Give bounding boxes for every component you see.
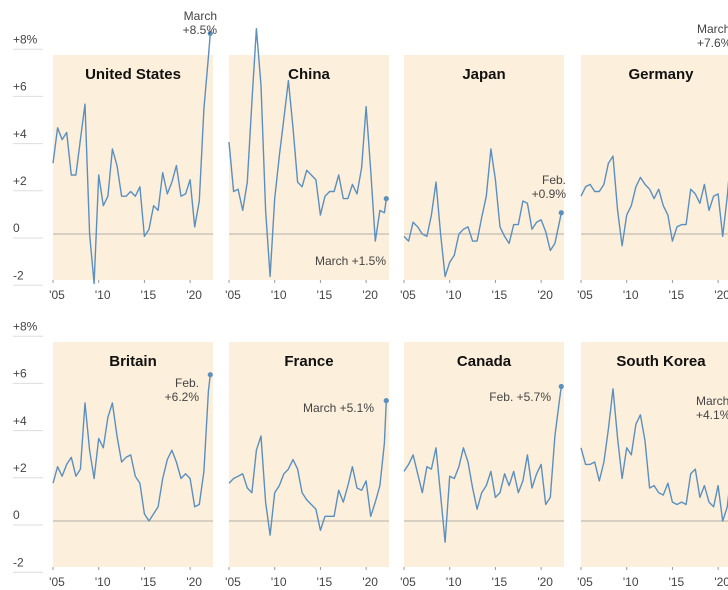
x-tick-label: '20 xyxy=(714,288,728,302)
x-tick-label: '15 xyxy=(492,575,508,589)
x-tick-label: '20 xyxy=(537,575,553,589)
y-tick-label: +8% xyxy=(13,319,38,333)
y-tick-label: 0 xyxy=(13,221,20,235)
annotation: Feb. +5.7% xyxy=(489,390,551,404)
x-tick-label: '15 xyxy=(317,575,333,589)
panel-title: Germany xyxy=(628,66,694,83)
x-tick-label: '10 xyxy=(623,575,639,589)
x-tick-label: '10 xyxy=(271,575,287,589)
annotation: March xyxy=(184,9,217,23)
last-point xyxy=(207,30,213,36)
panel-background xyxy=(581,342,728,567)
x-tick-label: '15 xyxy=(492,288,508,302)
y-tick-label: +4 xyxy=(13,414,27,428)
y-tick-label: 0 xyxy=(13,508,20,522)
panel-background xyxy=(229,342,389,567)
y-tick-label: +4 xyxy=(13,127,27,141)
x-tick-label: '20 xyxy=(362,288,378,302)
x-tick-label: '10 xyxy=(271,288,287,302)
annotation: Feb. xyxy=(175,376,199,390)
data-line xyxy=(403,386,562,543)
x-tick-label: '05 xyxy=(49,575,65,589)
x-tick-label: '15 xyxy=(141,575,157,589)
x-tick-label: '10 xyxy=(446,575,462,589)
panel-title: France xyxy=(284,353,333,370)
panel-title: Britain xyxy=(109,353,157,370)
x-tick-label: '10 xyxy=(623,288,639,302)
y-tick-label: +6 xyxy=(13,367,27,381)
y-tick-label: +2 xyxy=(13,174,27,188)
x-tick-label: '20 xyxy=(714,575,728,589)
x-tick-label: '20 xyxy=(186,288,202,302)
annotation: March +5.1% xyxy=(303,401,374,415)
panel-title: China xyxy=(288,66,330,83)
x-tick-label: '20 xyxy=(537,288,553,302)
x-tick-label: '15 xyxy=(317,288,333,302)
x-tick-label: '20 xyxy=(362,575,378,589)
x-tick-label: '10 xyxy=(446,288,462,302)
x-tick-label: '10 xyxy=(95,288,111,302)
panel-title: South Korea xyxy=(616,353,706,370)
data-line xyxy=(580,388,728,522)
x-tick-label: '05 xyxy=(400,288,416,302)
x-tick-label: '05 xyxy=(577,288,593,302)
data-line xyxy=(580,155,728,247)
data-line xyxy=(52,33,211,285)
x-tick-label: '15 xyxy=(669,575,685,589)
data-line xyxy=(228,28,387,278)
data-line xyxy=(52,374,211,522)
panel-background xyxy=(53,342,213,567)
x-tick-label: '05 xyxy=(400,575,416,589)
annotation: +7.6% xyxy=(697,36,728,50)
y-tick-label: +8% xyxy=(13,32,38,46)
panel-title: United States xyxy=(85,66,181,83)
y-tick-label: +6 xyxy=(13,80,27,94)
panel-background xyxy=(404,342,564,567)
annotation: March xyxy=(696,394,728,408)
annotation: +4.1% xyxy=(696,408,728,422)
x-tick-label: '05 xyxy=(49,288,65,302)
annotation: March +1.5% xyxy=(315,254,386,268)
annotation: +0.9% xyxy=(532,187,567,201)
x-tick-label: '10 xyxy=(95,575,111,589)
x-tick-label: '05 xyxy=(225,575,241,589)
panel-background xyxy=(229,55,389,280)
x-tick-label: '05 xyxy=(577,575,593,589)
last-point xyxy=(383,196,389,202)
panel-title: Japan xyxy=(462,66,505,83)
last-point xyxy=(383,398,389,404)
y-tick-label: -2 xyxy=(13,268,24,282)
annotation: March xyxy=(697,22,728,36)
x-tick-label: '15 xyxy=(669,288,685,302)
panel-background xyxy=(404,55,564,280)
last-point xyxy=(558,383,564,390)
panel-title: Canada xyxy=(457,353,512,370)
annotation: +6.2% xyxy=(165,390,200,404)
panel-background xyxy=(53,55,213,280)
annotation: +8.5% xyxy=(183,23,218,37)
x-tick-label: '20 xyxy=(186,575,202,589)
last-point xyxy=(207,372,213,378)
x-tick-label: '05 xyxy=(225,288,241,302)
data-line xyxy=(228,400,387,536)
data-line xyxy=(403,148,562,278)
last-point xyxy=(558,210,564,216)
y-tick-label: -2 xyxy=(13,555,24,569)
x-tick-label: '15 xyxy=(141,288,157,302)
y-tick-label: +2 xyxy=(13,461,27,475)
annotation: Feb. xyxy=(542,173,566,187)
panel-background xyxy=(581,55,728,280)
